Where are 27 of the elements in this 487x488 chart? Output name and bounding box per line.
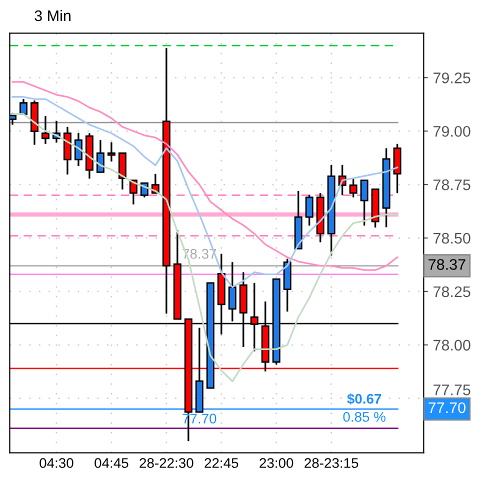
candlestick <box>360 179 368 226</box>
x-tick-label: 28-22:30 <box>140 458 194 468</box>
annotation: $0.67 <box>347 393 382 405</box>
x-tick-label: 23:00 <box>260 458 294 468</box>
y-tick-label: 77.75 <box>434 384 470 396</box>
y-tick-label: 78.00 <box>434 340 470 351</box>
x-tick-label: 04:30 <box>40 458 74 468</box>
y-tick-label: 78.50 <box>434 232 470 244</box>
chart-title: 3 Min <box>34 10 70 22</box>
candlestick <box>107 141 116 162</box>
candlestick <box>41 115 50 145</box>
candlestick <box>349 177 358 198</box>
y-tick-label: 79.25 <box>434 72 470 84</box>
candlestick <box>19 98 28 116</box>
x-tick-label: 04:45 <box>94 458 128 468</box>
line-series <box>12 81 398 271</box>
annotation: 0.85 % <box>343 412 386 422</box>
y-tick-label: 79.00 <box>434 126 470 137</box>
text: 77.70 <box>428 402 466 414</box>
y-tick-label: 78.25 <box>434 286 470 298</box>
y-tick-label: 78.75 <box>434 179 470 190</box>
candlestick <box>96 139 104 173</box>
candlestick <box>305 194 314 226</box>
x-tick-label: 22:45 <box>204 458 238 468</box>
text: 78.37 <box>428 259 466 270</box>
x-tick-label: 28-23:15 <box>304 458 358 468</box>
candlestick <box>74 132 82 167</box>
